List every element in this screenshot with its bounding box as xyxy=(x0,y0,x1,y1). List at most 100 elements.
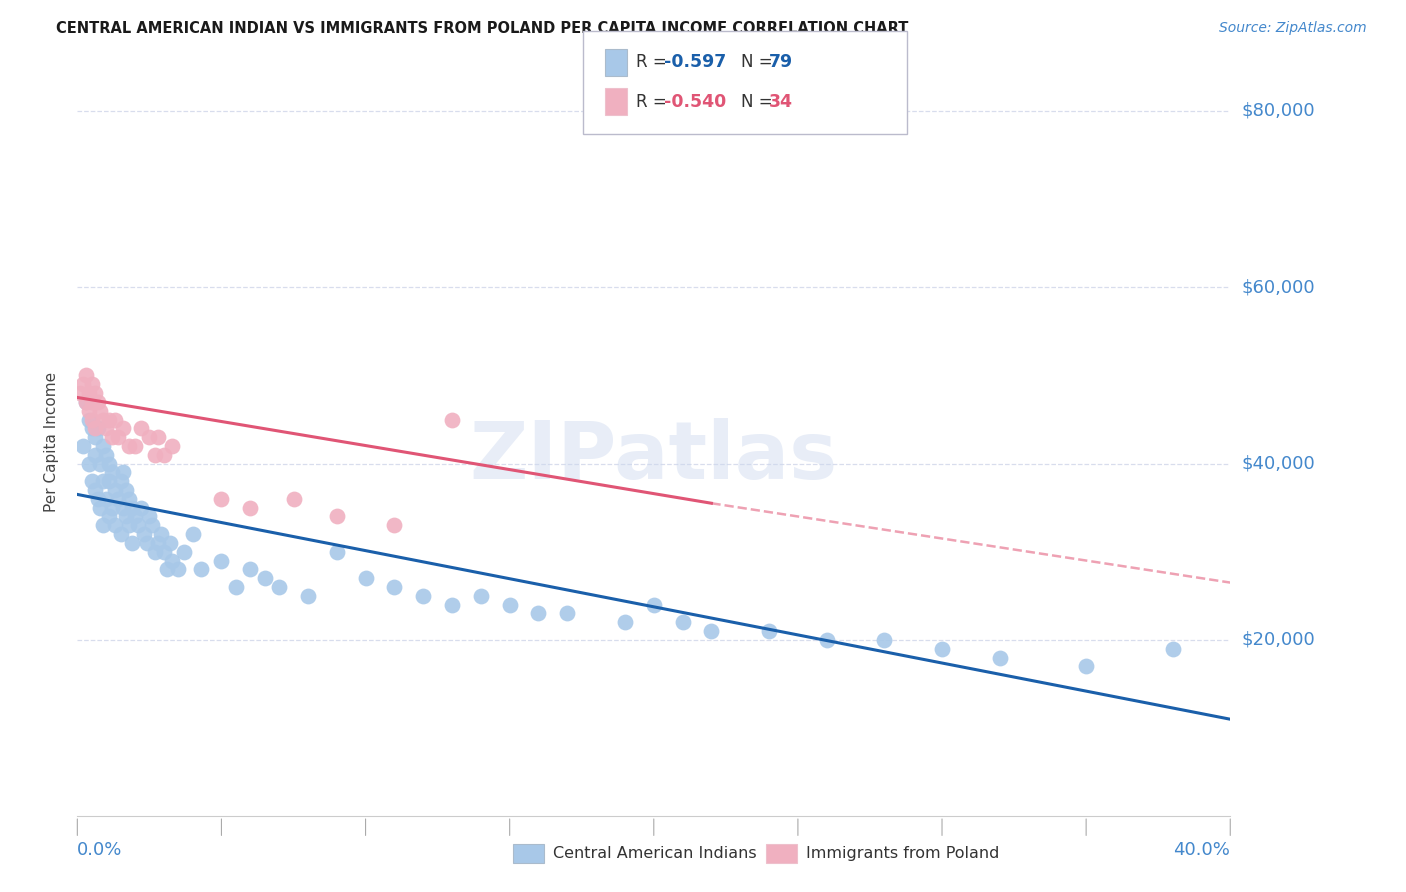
Point xyxy=(96,421,118,435)
Text: Central American Indians: Central American Indians xyxy=(553,847,756,861)
Point xyxy=(181,527,204,541)
Text: 34: 34 xyxy=(769,93,793,111)
Point xyxy=(211,553,233,567)
Y-axis label: Per Capita Income: Per Capita Income xyxy=(44,371,59,512)
Point xyxy=(83,421,105,435)
Point xyxy=(112,421,135,435)
Point xyxy=(135,536,157,550)
Point xyxy=(98,509,121,524)
Point xyxy=(89,403,111,417)
Point xyxy=(143,545,166,559)
Point xyxy=(297,589,319,603)
Point xyxy=(110,527,132,541)
Point xyxy=(80,474,103,488)
Point xyxy=(146,430,169,444)
Point xyxy=(101,430,124,444)
Text: 79: 79 xyxy=(769,54,793,71)
Point xyxy=(107,430,129,444)
Point xyxy=(112,500,135,515)
Point xyxy=(98,474,121,488)
Point xyxy=(121,500,143,515)
Point xyxy=(470,589,492,603)
Point xyxy=(138,509,160,524)
Point xyxy=(77,403,100,417)
Point xyxy=(382,580,406,594)
Point xyxy=(91,474,114,488)
Point xyxy=(91,518,114,533)
Text: $60,000: $60,000 xyxy=(1241,278,1315,296)
Point xyxy=(83,430,105,444)
Point xyxy=(129,421,152,435)
Point xyxy=(83,483,105,497)
Point xyxy=(101,466,124,480)
Point xyxy=(104,483,127,497)
Point xyxy=(80,421,103,435)
Point xyxy=(931,641,953,656)
Point xyxy=(758,624,780,638)
Point xyxy=(77,457,100,471)
Point xyxy=(101,500,124,515)
Point xyxy=(499,598,522,612)
Point xyxy=(253,571,276,585)
Point xyxy=(149,527,172,541)
Point xyxy=(167,562,190,576)
Point xyxy=(129,500,152,515)
Text: CENTRAL AMERICAN INDIAN VS IMMIGRANTS FROM POLAND PER CAPITA INCOME CORRELATION : CENTRAL AMERICAN INDIAN VS IMMIGRANTS FR… xyxy=(56,21,908,36)
Point xyxy=(153,448,174,462)
Text: Immigrants from Poland: Immigrants from Poland xyxy=(806,847,1000,861)
Text: 0.0%: 0.0% xyxy=(77,841,122,859)
Point xyxy=(239,562,262,576)
Text: 40.0%: 40.0% xyxy=(1174,841,1230,859)
Point xyxy=(141,518,163,533)
Point xyxy=(527,607,550,621)
Point xyxy=(75,395,97,409)
Point xyxy=(441,412,464,426)
Point xyxy=(156,562,179,576)
Point xyxy=(86,421,108,435)
Point xyxy=(104,518,127,533)
Point xyxy=(211,491,233,506)
Point xyxy=(121,536,143,550)
Point xyxy=(614,615,637,630)
Point xyxy=(83,448,105,462)
Point xyxy=(672,615,695,630)
Point xyxy=(86,491,108,506)
Point xyxy=(190,562,212,576)
Point xyxy=(325,545,349,559)
Text: N =: N = xyxy=(741,54,778,71)
Point xyxy=(354,571,377,585)
Point xyxy=(98,457,121,471)
Point xyxy=(77,386,100,401)
Point xyxy=(91,412,114,426)
Point xyxy=(89,500,111,515)
Point xyxy=(86,395,108,409)
Point xyxy=(1076,659,1098,673)
Point xyxy=(124,439,146,453)
Point xyxy=(1161,641,1184,656)
Text: ZIPatlas: ZIPatlas xyxy=(470,417,838,496)
Point xyxy=(239,500,262,515)
Point xyxy=(118,491,141,506)
Point xyxy=(72,439,94,453)
Point xyxy=(98,412,121,426)
Point xyxy=(146,536,169,550)
Point xyxy=(112,466,135,480)
Point xyxy=(143,448,166,462)
Point xyxy=(75,395,97,409)
Text: $80,000: $80,000 xyxy=(1241,102,1315,120)
Point xyxy=(815,632,838,647)
Point xyxy=(138,430,160,444)
Point xyxy=(91,439,114,453)
Point xyxy=(115,509,138,524)
Point xyxy=(162,553,184,567)
Point xyxy=(104,412,127,426)
Point xyxy=(382,518,406,533)
Text: $40,000: $40,000 xyxy=(1241,455,1315,473)
Text: $20,000: $20,000 xyxy=(1241,631,1315,648)
Point xyxy=(107,491,129,506)
Point xyxy=(412,589,434,603)
Point xyxy=(173,545,195,559)
Point xyxy=(127,518,149,533)
Text: -0.540: -0.540 xyxy=(664,93,725,111)
Point xyxy=(110,474,132,488)
